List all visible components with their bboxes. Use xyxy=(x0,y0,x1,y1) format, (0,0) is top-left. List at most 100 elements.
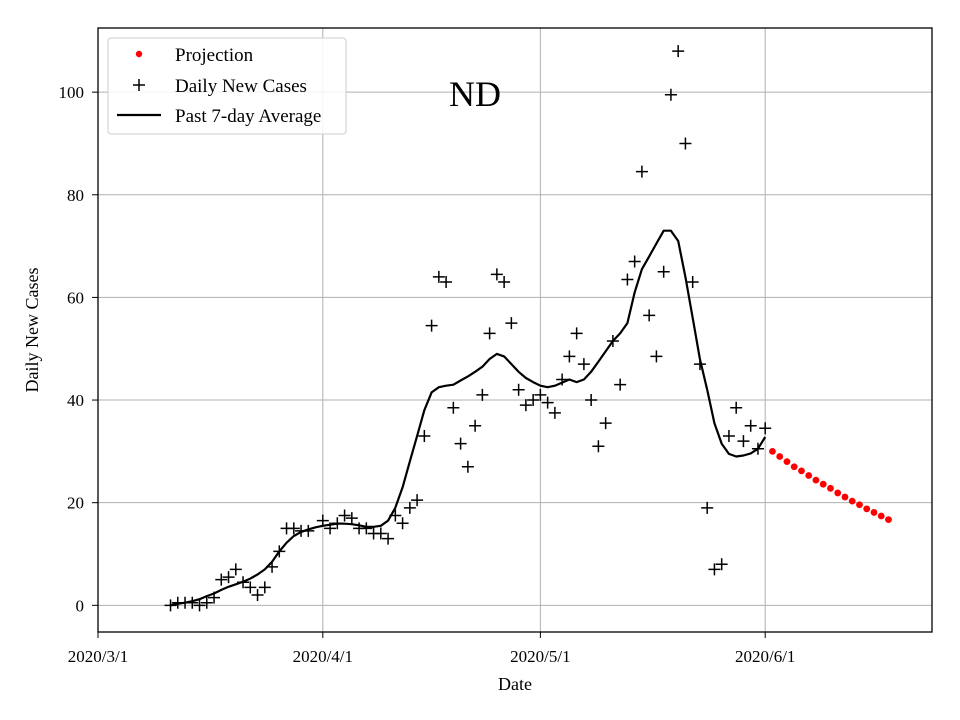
daily-case-point xyxy=(258,581,271,594)
daily-case-point xyxy=(563,350,576,363)
y-tick-label: 20 xyxy=(67,494,84,513)
projection-point xyxy=(805,472,813,479)
daily-case-point xyxy=(759,422,772,435)
daily-case-point xyxy=(505,317,518,330)
projection-point xyxy=(812,476,820,484)
legend-average-label: Past 7-day Average xyxy=(175,106,321,127)
daily-case-point xyxy=(374,527,387,540)
daily-case-point xyxy=(643,309,656,322)
daily-case-point xyxy=(693,358,706,371)
axis-ticks: 2020/3/1 2020/4/1 2020/5/1 2020/6/1 0 20 40 60 8… xyxy=(59,83,796,666)
daily-case-point xyxy=(338,509,351,522)
daily-case-point xyxy=(534,388,547,401)
daily-case-point xyxy=(382,532,395,545)
plot-area-frame xyxy=(97,27,933,633)
grid xyxy=(97,28,932,632)
x-tick-label: 2020/3/1 xyxy=(68,647,128,666)
legend-projection-dot-icon xyxy=(135,50,143,58)
daily-case-point xyxy=(599,417,612,430)
daily-case-point xyxy=(251,589,264,602)
daily-case-point xyxy=(701,501,714,514)
projection-point xyxy=(885,516,892,524)
projection-point xyxy=(776,453,784,460)
daily-case-point xyxy=(483,327,496,340)
daily-case-point xyxy=(606,335,619,348)
projection-point xyxy=(819,480,827,488)
daily-case-point xyxy=(469,419,482,432)
daily-case-point xyxy=(273,545,286,558)
projection-point xyxy=(841,493,849,501)
daily-case-point xyxy=(164,599,177,612)
daily-case-point xyxy=(411,494,424,507)
daily-case-point xyxy=(244,581,257,594)
daily-case-point xyxy=(585,394,598,407)
y-axis-label: Daily New Cases xyxy=(22,268,42,393)
daily-case-point xyxy=(708,563,721,576)
daily-case-point xyxy=(635,165,648,178)
daily-case-point xyxy=(686,276,699,289)
average-series xyxy=(170,229,767,607)
daily-case-point xyxy=(229,563,242,576)
daily-case-point xyxy=(730,401,743,414)
daily-case-point xyxy=(498,276,511,289)
daily-case-point xyxy=(266,560,279,573)
daily-case-point xyxy=(447,401,460,414)
legend: Projection Daily New Cases Past 7-day Av… xyxy=(107,37,347,135)
daily-case-point xyxy=(345,512,358,525)
daily-case-point xyxy=(287,522,300,535)
daily-case-point xyxy=(222,571,235,584)
daily-case-point xyxy=(389,509,402,522)
projection-point xyxy=(877,512,885,520)
daily-case-point xyxy=(592,440,605,453)
daily-case-point xyxy=(237,576,250,589)
projection-point xyxy=(798,467,805,475)
daily-case-point xyxy=(316,514,329,527)
chart-title: ND xyxy=(449,74,501,114)
daily-case-point xyxy=(476,388,489,401)
daily-case-point xyxy=(541,396,554,409)
daily-case-point xyxy=(650,350,663,363)
daily-case-point xyxy=(614,378,627,391)
projection-point xyxy=(834,489,842,497)
daily-case-point xyxy=(737,435,750,448)
daily-case-point xyxy=(490,268,503,281)
average-line xyxy=(170,229,767,607)
projection-point xyxy=(790,463,798,471)
daily-case-point xyxy=(570,327,583,340)
x-axis-label: Date xyxy=(498,674,532,694)
legend-plus-marker-icon xyxy=(133,79,145,91)
projection-series xyxy=(769,447,892,524)
daily-case-point xyxy=(193,599,206,612)
daily-case-point xyxy=(512,383,525,396)
daily-case-point xyxy=(302,524,315,537)
daily-case-point xyxy=(403,501,416,514)
daily-case-point xyxy=(577,358,590,371)
daily-case-point xyxy=(396,517,409,530)
daily-case-point xyxy=(657,265,670,278)
daily-case-point xyxy=(556,373,569,386)
daily-case-point xyxy=(432,270,445,283)
projection-point xyxy=(848,497,856,505)
daily-case-point xyxy=(672,45,685,58)
projection-point xyxy=(827,484,834,492)
daily-case-point xyxy=(360,522,373,535)
daily-case-point xyxy=(715,558,728,571)
daily-case-point xyxy=(186,596,199,609)
y-tick-label: 80 xyxy=(67,186,84,205)
daily-case-point xyxy=(751,442,764,455)
daily-case-point xyxy=(324,522,337,535)
daily-case-point xyxy=(664,88,677,101)
daily-case-point xyxy=(519,399,532,412)
legend-daily-cases-label: Daily New Cases xyxy=(175,76,307,97)
projection-point xyxy=(769,447,776,455)
daily-case-point xyxy=(425,319,438,332)
legend-projection-label: Projection xyxy=(175,45,254,66)
projection-point xyxy=(856,501,863,509)
daily-cases-series xyxy=(164,45,772,612)
daily-case-point xyxy=(200,596,213,609)
projection-point xyxy=(863,505,871,513)
daily-case-point xyxy=(454,437,467,450)
daily-case-point xyxy=(440,276,453,289)
daily-case-point xyxy=(208,591,221,604)
